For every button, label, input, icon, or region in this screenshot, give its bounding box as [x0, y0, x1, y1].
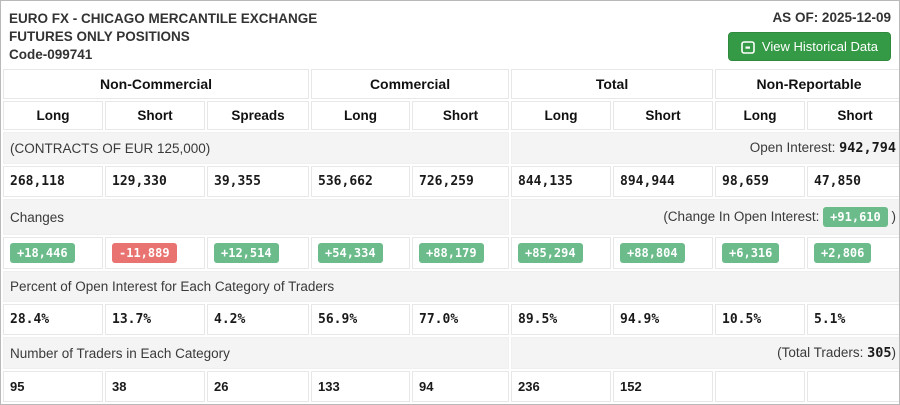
change-badge: +88,179 — [419, 243, 484, 263]
traders-label-row: Number of Traders in Each Category (Tota… — [3, 337, 900, 369]
position-cell: 844,135 — [511, 166, 611, 197]
position-cell: 536,662 — [311, 166, 410, 197]
traders-label: Number of Traders in Each Category — [3, 337, 509, 369]
change-badge: +12,514 — [214, 243, 279, 263]
report-subtitle: FUTURES ONLY POSITIONS — [9, 28, 317, 46]
total-traders-prefix: (Total Traders: — [777, 345, 863, 360]
traders-cell: 236 — [511, 371, 611, 402]
percent-cell: 89.5% — [511, 304, 611, 335]
col-header-nr-short: Short — [807, 101, 900, 130]
view-historical-data-button[interactable]: View Historical Data — [728, 32, 891, 61]
group-header-total: Total — [511, 69, 713, 99]
col-header-nr-long: Long — [715, 101, 805, 130]
cot-report-page: EURO FX - CHICAGO MERCANTILE EXCHANGE FU… — [0, 0, 900, 405]
percent-cell: 5.1% — [807, 304, 900, 335]
contracts-label-row: (CONTRACTS OF EUR 125,000) Open Interest… — [3, 132, 900, 164]
percent-cell: 94.9% — [613, 304, 713, 335]
calendar-icon — [741, 40, 755, 54]
open-interest-label: Open Interest: — [750, 140, 836, 155]
open-interest-cell: Open Interest: 942,794 — [511, 132, 900, 164]
page-title: EURO FX - CHICAGO MERCANTILE EXCHANGE — [9, 10, 317, 28]
change-badge: +88,804 — [620, 243, 685, 263]
changes-row: +18,446 -11,889 +12,514 +54,334 +88,179 … — [3, 237, 900, 269]
percent-cell: 10.5% — [715, 304, 805, 335]
change-badge: +6,316 — [722, 243, 779, 263]
open-interest-value: 942,794 — [839, 140, 896, 156]
header-right: AS OF: 2025-12-09 View Historical Data — [728, 10, 891, 61]
col-header-nc-spreads: Spreads — [207, 101, 309, 130]
percent-cell: 77.0% — [412, 304, 509, 335]
changes-label-row: Changes (Change In Open Interest: +91,61… — [3, 199, 900, 235]
change-oi-suffix: ) — [892, 209, 897, 224]
percent-cell: 13.7% — [105, 304, 205, 335]
position-cell: 98,659 — [715, 166, 805, 197]
percent-cell: 4.2% — [207, 304, 309, 335]
traders-cell: 152 — [613, 371, 713, 402]
change-oi-badge: +91,610 — [823, 207, 888, 227]
total-traders-cell: (Total Traders: 305) — [511, 337, 900, 369]
change-badge: +54,334 — [318, 243, 383, 263]
percent-label: Percent of Open Interest for Each Catego… — [3, 271, 900, 302]
report-titles: EURO FX - CHICAGO MERCANTILE EXCHANGE FU… — [9, 10, 317, 64]
traders-row: 95 38 26 133 94 236 152 — [3, 371, 900, 402]
percent-label-row: Percent of Open Interest for Each Catego… — [3, 271, 900, 302]
view-historical-label: View Historical Data — [762, 39, 878, 54]
group-header-non-reportable: Non-Reportable — [715, 69, 900, 99]
change-oi-prefix: (Change In Open Interest: — [663, 209, 819, 224]
cot-table: Non-Commercial Commercial Total Non-Repo… — [1, 67, 900, 404]
group-header-non-commercial: Non-Commercial — [3, 69, 309, 99]
as-of-date: AS OF: 2025-12-09 — [728, 10, 891, 25]
change-open-interest-cell: (Change In Open Interest: +91,610 ) — [511, 199, 900, 235]
contracts-label: (CONTRACTS OF EUR 125,000) — [3, 132, 509, 164]
group-header-row: Non-Commercial Commercial Total Non-Repo… — [3, 69, 900, 99]
traders-cell: 38 — [105, 371, 205, 402]
traders-cell: 94 — [412, 371, 509, 402]
traders-cell: 95 — [3, 371, 103, 402]
changes-label: Changes — [3, 199, 509, 235]
col-header-c-short: Short — [412, 101, 509, 130]
traders-cell — [807, 371, 900, 402]
position-cell: 726,259 — [412, 166, 509, 197]
col-header-t-short: Short — [613, 101, 713, 130]
position-cell: 129,330 — [105, 166, 205, 197]
positions-row: 268,118 129,330 39,355 536,662 726,259 8… — [3, 166, 900, 197]
page-header: EURO FX - CHICAGO MERCANTILE EXCHANGE FU… — [1, 1, 899, 67]
change-badge: +85,294 — [518, 243, 583, 263]
percents-row: 28.4% 13.7% 4.2% 56.9% 77.0% 89.5% 94.9%… — [3, 304, 900, 335]
col-header-c-long: Long — [311, 101, 410, 130]
traders-cell: 26 — [207, 371, 309, 402]
col-header-nc-long: Long — [3, 101, 103, 130]
total-traders-value: 305 — [867, 345, 891, 361]
traders-cell: 133 — [311, 371, 410, 402]
position-cell: 894,944 — [613, 166, 713, 197]
col-header-t-long: Long — [511, 101, 611, 130]
change-badge: -11,889 — [112, 243, 177, 263]
percent-cell: 28.4% — [3, 304, 103, 335]
change-badge: +18,446 — [10, 243, 75, 263]
traders-cell — [715, 371, 805, 402]
percent-cell: 56.9% — [311, 304, 410, 335]
report-code: Code-099741 — [9, 46, 317, 64]
position-cell: 39,355 — [207, 166, 309, 197]
column-header-row: Long Short Spreads Long Short Long Short… — [3, 101, 900, 130]
change-badge: +2,806 — [814, 243, 871, 263]
total-traders-suffix: ) — [892, 345, 897, 360]
group-header-commercial: Commercial — [311, 69, 509, 99]
position-cell: 268,118 — [3, 166, 103, 197]
col-header-nc-short: Short — [105, 101, 205, 130]
position-cell: 47,850 — [807, 166, 900, 197]
